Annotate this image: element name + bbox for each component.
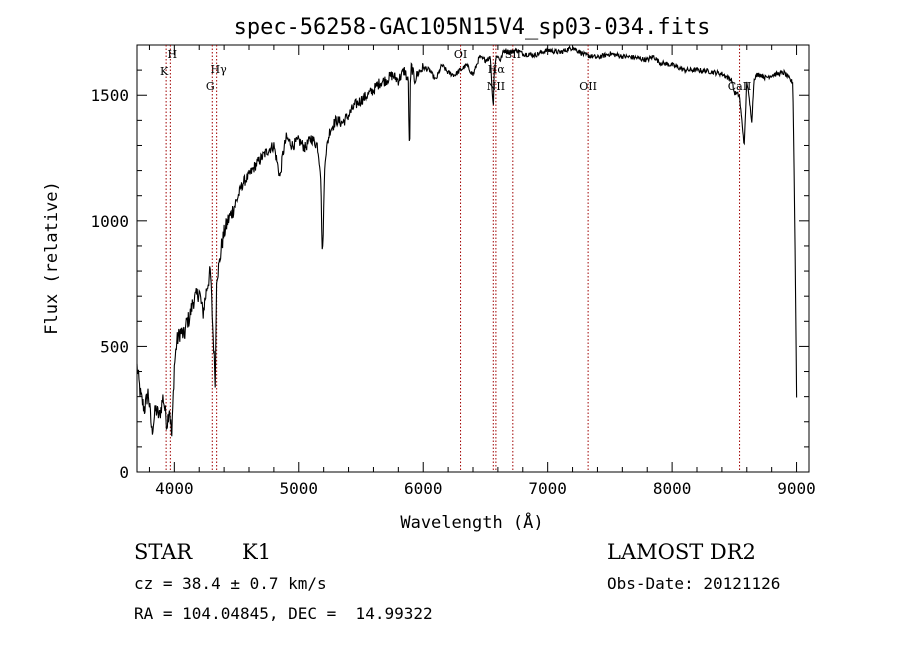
x-tick-label: 5000 [280,479,319,498]
x-tick-label: 4000 [155,479,194,498]
x-tick-label: 9000 [777,479,816,498]
y-tick-label: 0 [119,463,129,482]
y-tick-label: 1500 [90,86,129,105]
object-subclass: K1 [242,540,272,564]
spectral-line-label: NII [487,80,505,93]
y-tick-label: 1000 [90,212,129,231]
object-class: STAR [134,540,193,564]
y-axis-label: Flux (relative) [42,181,62,335]
x-tick-label: 6000 [404,479,443,498]
survey-name: LAMOST DR2 [607,540,756,564]
axis-tick-labels: 4000 5000 6000 7000 8000 9000 0 500 1000 1500 [90,86,815,498]
x-tick-label: 8000 [653,479,692,498]
spectral-line-markers: HKHγGOIHαNIISIIOIICaII [160,45,751,472]
spectrum-line [136,44,798,437]
sky-coordinates: RA = 104.04845, DEC = 14.99322 [134,604,433,623]
redshift-cz: cz = 38.4 ± 0.7 km/s [134,574,327,593]
spectral-line-label: G [206,80,215,93]
x-axis-label: Wavelength (Å) [400,511,543,533]
spectral-line-label: K [160,65,169,78]
spectral-line-label: H [168,48,178,61]
axis-ticks [137,45,809,473]
spectral-line-label: OI [454,48,467,61]
x-tick-label: 7000 [528,479,567,498]
plot-frame [136,44,810,473]
spectral-line-label: OII [579,80,597,93]
spectral-line-label: Hα [488,63,506,76]
observation-date: Obs-Date: 20121126 [607,574,781,593]
spectral-line-label: Hγ [211,63,228,76]
chart-title: spec-56258-GAC105N15V4_sp03-034.fits [234,15,711,40]
y-tick-label: 500 [100,337,129,356]
